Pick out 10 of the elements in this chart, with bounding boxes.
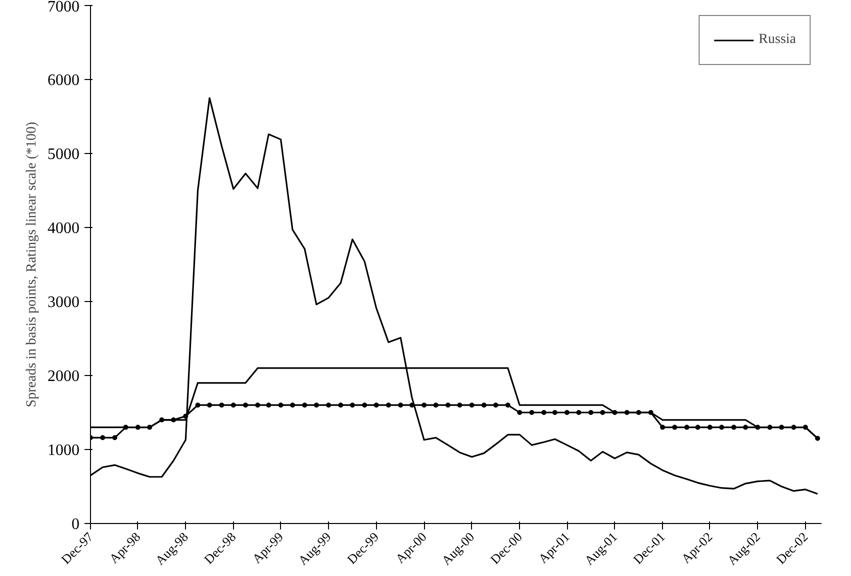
y-tick-label: 6000 [48, 72, 80, 89]
y-tick-label: 0 [72, 516, 80, 533]
y-axis-title: Spreads in basis points, Ratings linear scale (*100) [24, 121, 40, 408]
y-tick-label: 7000 [48, 0, 80, 16]
y-tick-label: 5000 [48, 146, 80, 163]
legend-label: Russia [758, 32, 796, 48]
y-tick-label: 1000 [48, 442, 80, 459]
y-tick-label: 4000 [48, 220, 80, 237]
y-tick-label: 3000 [48, 294, 80, 311]
y-tick-label: 2000 [48, 368, 80, 385]
